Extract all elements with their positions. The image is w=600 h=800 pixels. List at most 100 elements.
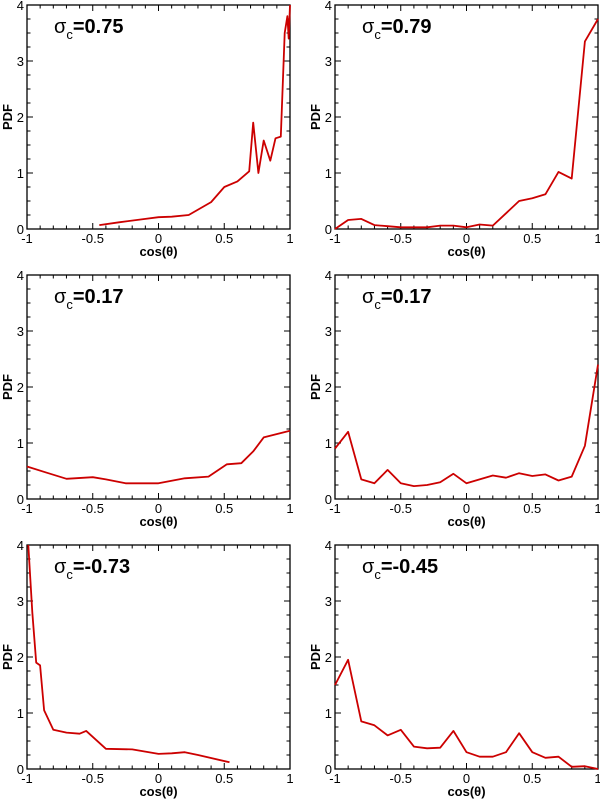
x-tick-label: -0.5 (390, 231, 412, 246)
x-tick-label: -1 (21, 771, 33, 786)
y-tick-label: 1 (325, 166, 332, 181)
y-tick-label: 4 (17, 268, 24, 283)
sigma-subscript: c (66, 27, 73, 42)
x-axis-label: cos(θ) (447, 244, 485, 259)
sigma-subscript: c (374, 567, 381, 582)
sigma-annotation: σc=-0.73 (54, 556, 130, 582)
y-axis-label: PDF (0, 104, 15, 130)
y-tick-label: 3 (17, 594, 24, 609)
x-tick-label: -0.5 (82, 501, 104, 516)
sigma-value: =-0.45 (381, 556, 438, 578)
sigma-value: =0.79 (381, 16, 432, 38)
y-axis-label: PDF (308, 104, 323, 130)
x-tick-label: 1 (286, 501, 293, 516)
sigma-subscript: c (66, 567, 73, 582)
x-tick-label: 1 (286, 231, 293, 246)
y-tick-label: 3 (325, 54, 332, 69)
x-tick-label: -1 (329, 501, 341, 516)
pdf-series-line (99, 4, 291, 226)
x-tick-label: -1 (329, 231, 341, 246)
x-tick-label: -1 (21, 501, 33, 516)
y-tick-label: 3 (17, 324, 24, 339)
sigma-value: =0.17 (381, 286, 432, 308)
y-tick-label: 4 (17, 538, 24, 553)
y-tick-label: 4 (17, 0, 24, 13)
sigma-symbol: σ (362, 556, 375, 578)
sigma-symbol: σ (54, 16, 67, 38)
y-tick-label: 2 (17, 380, 24, 395)
sigma-value: =0.17 (73, 286, 124, 308)
y-tick-label: 2 (17, 650, 24, 665)
x-tick-label: -0.5 (390, 501, 412, 516)
sigma-symbol: σ (54, 556, 67, 578)
x-tick-label: -1 (329, 771, 341, 786)
x-axis-label: cos(θ) (447, 784, 485, 799)
x-tick-label: -1 (21, 231, 33, 246)
x-tick-label: -0.5 (82, 231, 104, 246)
x-tick-label: 1 (594, 231, 600, 246)
x-axis-label: cos(θ) (139, 244, 177, 259)
sigma-annotation: σc=0.79 (362, 16, 431, 42)
y-tick-label: 1 (17, 166, 24, 181)
x-tick-label: 0.5 (523, 231, 541, 246)
x-tick-label: -0.5 (390, 771, 412, 786)
sigma-subscript: c (66, 297, 73, 312)
sigma-value: =0.75 (73, 16, 124, 38)
sigma-symbol: σ (362, 16, 375, 38)
chart-panel-6: -1 -0.5 0 0.5 1 0 1 2 3 4 cos(θ) PDF σc=-0.45 (308, 538, 600, 799)
sigma-value: =-0.73 (73, 556, 130, 578)
y-tick-label: 0 (325, 492, 332, 507)
pdf-series-line (27, 544, 230, 764)
x-tick-label: -0.5 (82, 771, 104, 786)
x-axis-label: cos(θ) (139, 514, 177, 529)
pdf-series-line (334, 658, 599, 770)
x-tick-label: 0 (155, 231, 162, 246)
y-tick-label: 2 (325, 110, 332, 125)
chart-panel-2: -1 -0.5 0 0.5 1 0 1 2 3 4 cos(θ) PDF σc=0.79 (308, 0, 600, 259)
y-tick-label: 1 (325, 436, 332, 451)
x-tick-label: 0 (463, 501, 470, 516)
y-tick-label: 3 (325, 594, 332, 609)
y-tick-label: 3 (17, 54, 24, 69)
x-tick-label: 0 (155, 771, 162, 786)
y-axis-label: PDF (308, 644, 323, 670)
pdf-series-line (334, 364, 599, 488)
x-tick-label: 0.5 (215, 501, 233, 516)
y-tick-label: 2 (325, 650, 332, 665)
y-tick-label: 0 (325, 762, 332, 777)
x-tick-label: 0.5 (215, 771, 233, 786)
y-tick-label: 2 (17, 110, 24, 125)
chart-panel-3: -1 -0.5 0 0.5 1 0 1 2 3 4 cos(θ) PDF σc=0.17 (0, 268, 294, 529)
y-tick-label: 2 (325, 380, 332, 395)
y-tick-label: 0 (17, 762, 24, 777)
y-tick-label: 3 (325, 324, 332, 339)
chart-panel-4: -1 -0.5 0 0.5 1 0 1 2 3 4 cos(θ) PDF σc=0.17 (308, 268, 600, 529)
x-tick-label: 0.5 (215, 231, 233, 246)
sigma-subscript: c (374, 27, 381, 42)
sigma-annotation: σc=0.17 (54, 286, 123, 312)
y-tick-label: 4 (325, 268, 332, 283)
x-tick-label: 0.5 (523, 501, 541, 516)
x-tick-label: 0 (463, 231, 470, 246)
pdf-series-line (26, 429, 291, 485)
x-tick-label: 0 (463, 771, 470, 786)
y-axis-label: PDF (0, 644, 15, 670)
x-tick-label: 1 (594, 771, 600, 786)
y-axis-label: PDF (0, 374, 15, 400)
y-tick-label: 1 (17, 706, 24, 721)
chart-panel-5: -1 -0.5 0 0.5 1 0 1 2 3 4 cos(θ) PDF σc=-0.73 (0, 538, 294, 799)
sigma-annotation: σc=0.17 (362, 286, 431, 312)
x-tick-label: 0.5 (523, 771, 541, 786)
sigma-symbol: σ (362, 286, 375, 308)
x-tick-label: 1 (286, 771, 293, 786)
pdf-series-line (334, 18, 599, 230)
y-tick-label: 0 (17, 222, 24, 237)
sigma-symbol: σ (54, 286, 67, 308)
sigma-subscript: c (374, 297, 381, 312)
y-tick-label: 0 (325, 222, 332, 237)
y-tick-label: 1 (17, 436, 24, 451)
y-tick-label: 1 (325, 706, 332, 721)
x-tick-label: 1 (594, 501, 600, 516)
